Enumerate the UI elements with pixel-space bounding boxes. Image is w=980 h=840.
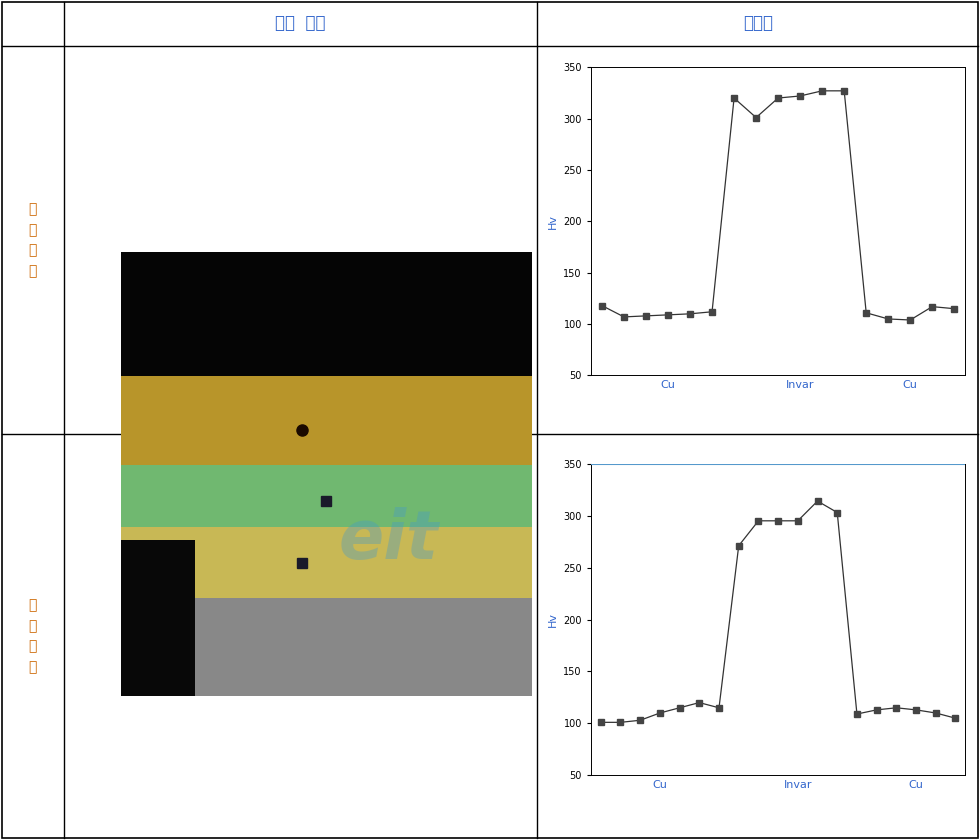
Text: 압
연
방
향: 압 연 방 향 [28, 202, 37, 278]
Text: 측정  사진: 측정 사진 [275, 14, 325, 32]
Bar [121, 528, 532, 598]
Bar [121, 540, 195, 696]
Text: eit: eit [338, 507, 438, 574]
Text: 그래프: 그래프 [744, 14, 773, 32]
Y-axis label: Hv: Hv [548, 214, 558, 228]
Bar [121, 598, 195, 696]
Bar [121, 465, 532, 528]
Bar [121, 598, 532, 696]
Bar [121, 376, 532, 465]
Y-axis label: Hv: Hv [548, 612, 558, 627]
Text: 수
직
방
향: 수 직 방 향 [28, 598, 37, 675]
Bar [121, 252, 532, 376]
